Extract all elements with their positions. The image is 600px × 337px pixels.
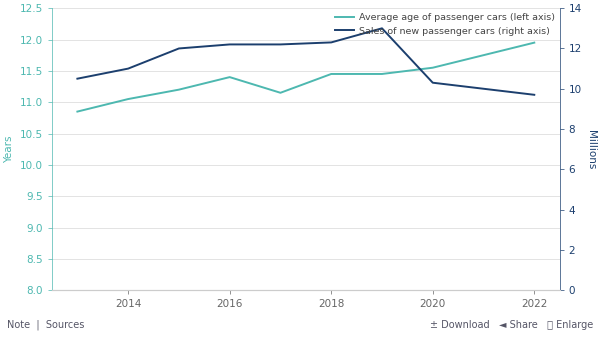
Legend: Average age of passenger cars (left axis), Sales of new passenger cars (right ax: Average age of passenger cars (left axis… (335, 13, 555, 36)
Text: ± Download   ◄ Share   ⬜ Enlarge: ± Download ◄ Share ⬜ Enlarge (430, 320, 593, 330)
Y-axis label: Millions: Millions (586, 129, 596, 169)
Text: Note  |  Sources: Note | Sources (7, 320, 85, 330)
Y-axis label: Years: Years (4, 135, 14, 163)
